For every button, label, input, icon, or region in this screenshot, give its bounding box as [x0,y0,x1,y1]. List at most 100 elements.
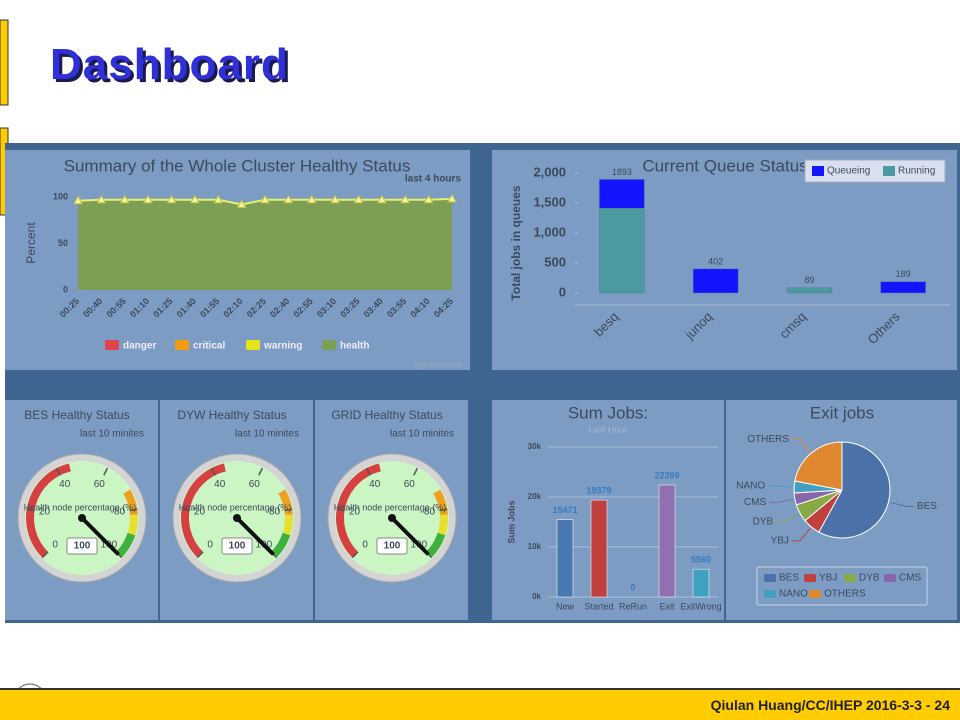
gauge-tick-label: 40 [59,479,71,490]
bar [556,519,574,598]
gauge-tick-label: 20 [194,507,206,518]
y-axis-label: Percent [24,222,38,264]
point-marker [260,194,270,204]
legend-swatch [764,574,776,582]
value-box [221,537,253,555]
panel [492,400,724,620]
gauge-value: 100 [384,541,401,552]
tick-mark [365,467,371,476]
point-marker [306,194,317,204]
legend-swatch [804,574,816,582]
point-marker [353,194,364,204]
gauge-tick-label: 80 [269,507,281,518]
data-label: 22399 [654,470,679,480]
bar [658,484,676,598]
bar-segment [786,287,833,294]
point-marker [400,194,411,204]
gauge-value: 100 [74,541,91,552]
data-label: 15471 [552,505,577,515]
y-tick-label: 0 [63,284,68,294]
x-tick-label: ExitWrong [680,601,721,611]
y-axis-label: Total jobs in queues [509,185,523,300]
point-marker [190,194,200,204]
tick-mark [196,551,204,559]
gauge-tick-label: 80 [424,507,436,518]
leader-line [776,513,799,523]
y-tick-label: 1,500 [533,194,566,209]
slice-label: NANO [736,480,765,491]
point-marker [423,194,434,204]
legend-box [804,159,946,183]
gauge-label: Health node percentage (%) [334,502,447,512]
gauge-band [425,532,446,558]
slice-label: OTHERS [747,434,789,445]
legend-swatch [844,574,856,582]
pie-slice [818,441,891,539]
total-label: 189 [896,269,911,279]
tick-mark [210,467,216,476]
tick-mark [129,508,138,512]
legend-swatch [322,340,336,350]
gauge-band [282,514,293,536]
slice-label: BES [917,501,937,512]
gauge-title: DYW Healthy Status [177,408,286,422]
point-marker [283,194,294,204]
y-tick-label: 1,000 [533,224,566,239]
x-tick-label: Exit [659,601,675,611]
gauge-needle [235,516,275,556]
tick-mark [103,467,109,476]
gauge-label: Health node percentage (%) [179,502,292,512]
y-tick-label: 20k [528,492,542,501]
y-axis-label: Sum Jobs [506,500,516,543]
gauge-label: Health node percentage (%) [24,502,137,512]
y-tick-label: 100 [53,191,68,201]
gauge-band [123,489,138,516]
total-label: 89 [804,275,814,285]
gauge-band [278,489,293,516]
y-tick-label: 2,000 [533,164,566,179]
y-tick-label: 10k [528,542,542,551]
legend-swatch [175,340,189,350]
point-marker [236,199,247,208]
gauge-band [127,514,138,536]
total-label: 402 [708,256,723,266]
gauge-band [437,514,448,536]
needle-hub [388,514,396,522]
legend-swatch [246,340,260,350]
credit: Highcharts.com [413,362,462,369]
pie-slice [794,441,843,491]
y-tick-label: 0k [532,592,541,601]
leader-line [791,528,811,542]
point-marker [143,194,153,204]
tick-mark [413,467,419,476]
bar [692,568,710,598]
area-fill [78,198,452,290]
footer-text: Qiulan Huang/CC/IHEP 2016-3-3 - 24 [710,697,950,713]
gauge-tick-label: 40 [369,479,381,490]
legend-swatch [884,574,896,582]
gauge-subtitle: last 10 minites [80,429,144,440]
gauge-band [433,489,448,516]
legend-label: danger [123,341,156,352]
gauge-tick-label: 0 [362,540,368,551]
chart-subtitle: Last Hour [588,424,627,434]
chart-title: Current Queue Status [642,156,807,175]
point-marker [213,194,224,204]
slice-label: CMS [744,497,767,508]
legend-label: OTHERS [824,589,866,600]
point-marker [447,193,457,203]
gauge-band [115,532,136,558]
point-marker [73,195,83,205]
gauge-band [181,463,226,558]
gauge-tick-label: 60 [94,479,106,490]
y-tick-label: 50 [58,238,68,248]
tick-mark [258,467,264,476]
legend-swatch [809,590,821,598]
data-label: 0 [630,582,635,592]
chart-subtitle: last 4 hours [405,174,462,185]
point-marker [96,194,107,204]
leader-line [890,501,914,507]
point-marker [166,194,177,204]
tick-mark [55,467,61,476]
